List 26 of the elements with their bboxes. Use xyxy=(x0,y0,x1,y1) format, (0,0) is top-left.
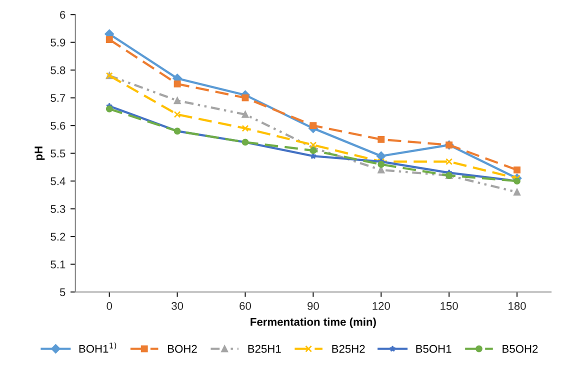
y-tick-label: 5.9 xyxy=(50,38,66,46)
x-tick-label: 90 xyxy=(308,302,319,310)
legend-label: B25H2 xyxy=(332,344,365,353)
y-tick-label: 5.7 xyxy=(50,94,66,102)
y-tick-label: 5.6 xyxy=(50,122,66,130)
x-tick-label: 30 xyxy=(172,302,184,310)
y-tick-label: 5.8 xyxy=(50,66,66,74)
x-tick-label: 0 xyxy=(106,302,112,310)
x-tick-label: 120 xyxy=(372,302,390,310)
legend-label: B5OH2 xyxy=(502,344,538,353)
x-axis-title: Fermentation time (min) xyxy=(250,318,376,328)
y-tick-label: 6 xyxy=(60,10,66,19)
y-tick-label: 5 xyxy=(60,288,66,296)
y-tick-label: 5.1 xyxy=(50,260,66,268)
y-tick-label: 5.2 xyxy=(50,232,66,241)
y-tick-label: 5.5 xyxy=(50,150,66,158)
y-tick-label: 5.3 xyxy=(50,205,66,213)
x-tick-label: 150 xyxy=(440,302,458,310)
legend-label: B5OH1 xyxy=(416,344,452,353)
x-tick-label: 60 xyxy=(240,302,252,310)
legend-label: B25H1 xyxy=(248,344,281,353)
y-tick-label: 5.4 xyxy=(50,177,66,186)
x-tick-label: 180 xyxy=(508,302,526,310)
y-axis-title: pH xyxy=(34,146,45,160)
legend-label: BOH2 xyxy=(168,344,197,353)
legend-label: BOH1$^{1)}$ xyxy=(79,342,116,353)
